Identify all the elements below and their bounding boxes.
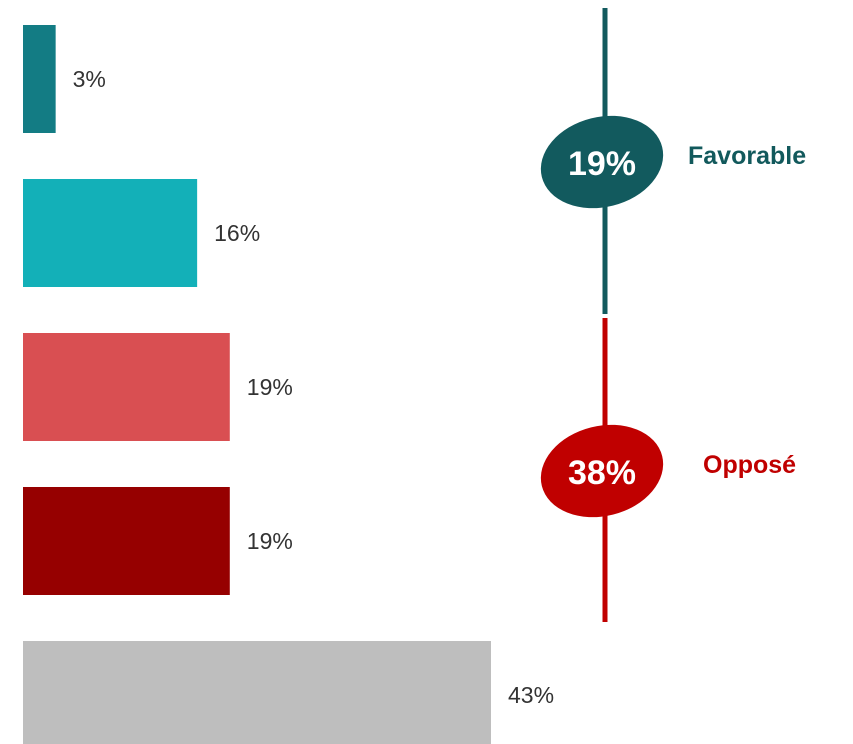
bars-group (23, 25, 491, 744)
favorable-bubble (540, 115, 664, 209)
value-labels-group: 3% 16% 19% 19% 43% (73, 66, 554, 708)
bar-value-label-4: 19% (247, 528, 293, 554)
favorable-group: 19% Favorable (540, 8, 806, 314)
bar-value-label-3: 19% (247, 374, 293, 400)
bar-3 (23, 333, 230, 441)
bar-2 (23, 179, 198, 287)
favorable-value: 19% (568, 145, 636, 183)
bar-4 (23, 487, 230, 595)
bar-value-label-2: 16% (214, 220, 260, 246)
bar-5 (23, 641, 491, 744)
oppose-group: 38% Opposé (540, 318, 796, 622)
oppose-bubble (540, 424, 664, 518)
oppose-label: Opposé (703, 451, 796, 479)
bar-value-label-5: 43% (508, 682, 554, 708)
oppose-value: 38% (568, 454, 636, 492)
favorable-label: Favorable (688, 142, 806, 170)
bar-1 (23, 25, 56, 133)
bar-value-label-1: 3% (73, 66, 106, 92)
